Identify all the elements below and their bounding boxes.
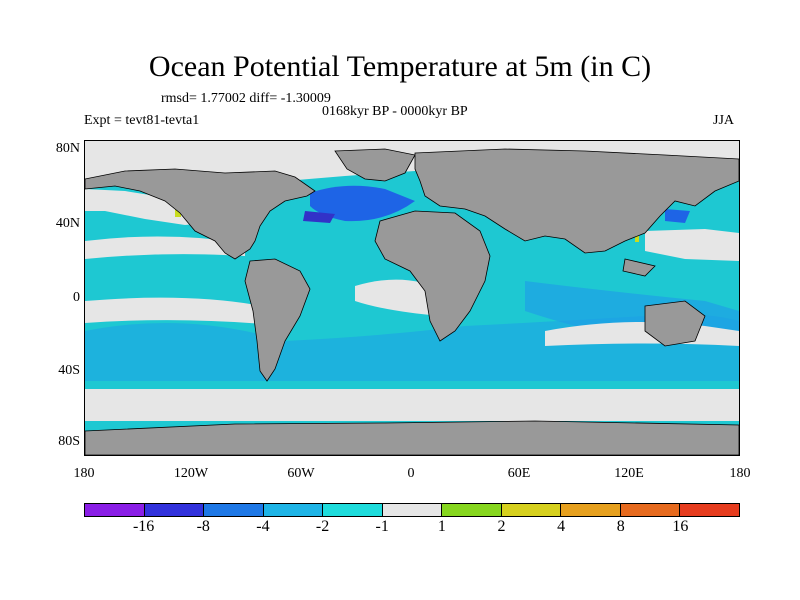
gulf-stream-coldest-spot <box>303 211 335 223</box>
lon-label-180w: 180 <box>73 466 95 481</box>
lon-label-120w: 120W <box>173 466 209 481</box>
south-pacific-neutral-band <box>85 297 285 326</box>
land-north-america <box>85 168 316 260</box>
land-indonesia <box>622 258 656 277</box>
lon-label-0: 0 <box>407 466 415 481</box>
legend-swatch-6 <box>442 504 502 516</box>
west-pacific-neutral-region <box>645 229 739 261</box>
legend-swatch-5 <box>382 504 443 516</box>
southern-ocean-neutral-band <box>85 389 739 421</box>
lat-label-40s: 40S <box>58 363 80 378</box>
legend-label: 4 <box>557 518 566 535</box>
lon-label-120e: 120E <box>614 466 644 481</box>
ocean-temperature-map <box>85 141 739 455</box>
legend-swatch-8 <box>561 504 621 516</box>
land-greenland <box>334 148 416 182</box>
lon-label-60e: 60E <box>507 466 531 481</box>
kuroshio-cold-spot <box>665 209 690 223</box>
lat-label-80n: 80N <box>55 141 80 156</box>
map-panel <box>84 140 740 456</box>
legend-swatch-9 <box>620 504 681 516</box>
lon-label-60w: 60W <box>287 466 315 481</box>
color-legend-bar <box>84 503 740 517</box>
legend-label: 1 <box>437 518 446 535</box>
lat-label-0: 0 <box>73 290 80 305</box>
lon-label-180e: 180 <box>729 466 751 481</box>
legend-label: 2 <box>497 518 506 535</box>
map-title: Ocean Potential Temperature at 5m (in C) <box>148 50 652 83</box>
legend-swatch-1 <box>144 504 205 516</box>
equatorial-pacific-neutral-band <box>85 236 245 259</box>
legend-label: -1 <box>375 518 389 535</box>
legend-swatch-4 <box>323 504 383 516</box>
lat-label-40n: 40N <box>55 216 80 231</box>
north-atlantic-cold-region <box>310 185 415 222</box>
legend-label: -16 <box>132 518 155 535</box>
warm-anomaly-east-asia <box>635 236 639 242</box>
season-label: JJA <box>713 113 735 128</box>
land-antarctica <box>85 420 739 455</box>
legend-swatch-7 <box>501 504 562 516</box>
lat-label-80s: 80S <box>58 434 80 449</box>
legend-swatch-2 <box>204 504 264 516</box>
legend-swatch-10 <box>680 504 740 516</box>
land-australia <box>644 300 706 347</box>
legend-label: -4 <box>256 518 270 535</box>
legend-swatch-3 <box>263 504 324 516</box>
legend-label: -2 <box>315 518 330 535</box>
south-atlantic-neutral-region <box>355 279 445 316</box>
land-south-america <box>244 258 311 382</box>
legend-swatch-0 <box>85 504 145 516</box>
experiment-label: Expt = tevt81-tevta1 <box>84 113 200 128</box>
legend-label: 8 <box>616 518 625 535</box>
period-label: 0168kyr BP - 0000kyr BP <box>322 104 468 119</box>
legend-label: 16 <box>672 518 689 535</box>
land-africa <box>374 210 491 342</box>
legend-label: -8 <box>196 518 210 535</box>
land-eurasia <box>414 148 739 254</box>
stats-label: rmsd= 1.77002 diff= -1.30009 <box>161 91 331 106</box>
